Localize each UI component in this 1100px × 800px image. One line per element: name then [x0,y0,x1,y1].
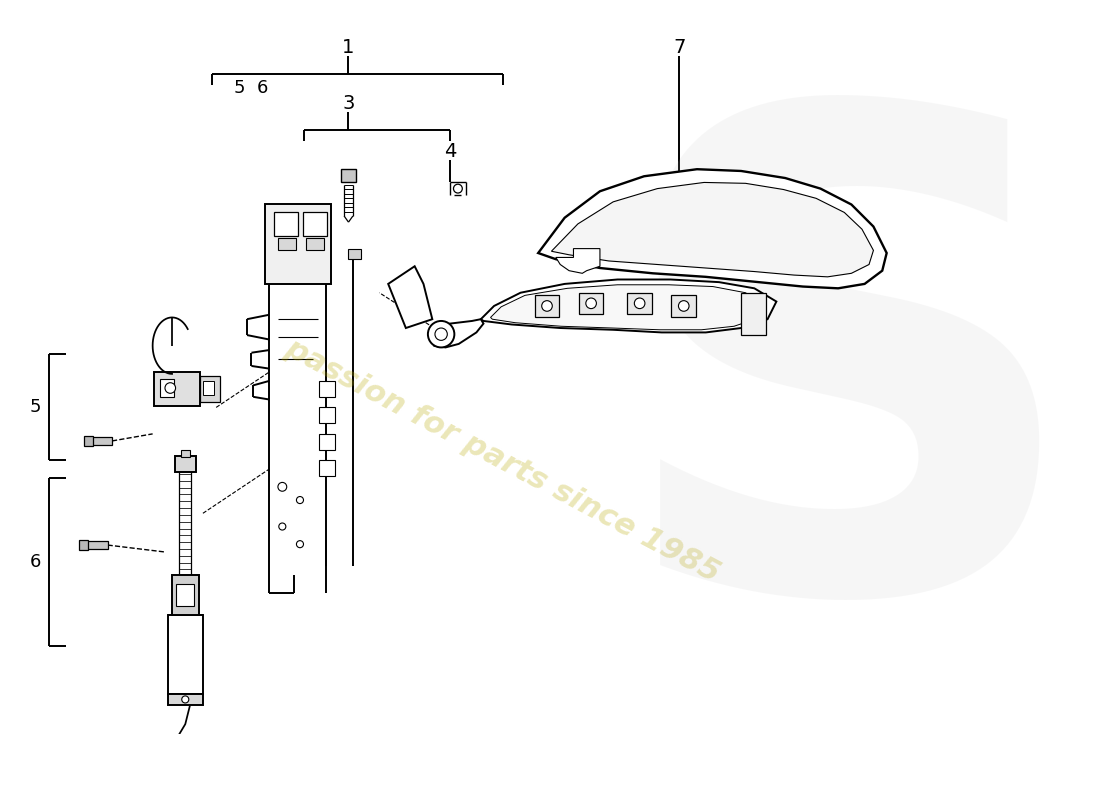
Bar [160,379,174,397]
Bar [306,238,323,250]
Bar [265,205,331,284]
Bar [348,249,361,259]
Text: 6: 6 [30,553,41,571]
Bar [176,584,194,606]
Bar [278,238,296,250]
Text: 7: 7 [673,38,685,57]
Polygon shape [491,285,763,330]
Circle shape [586,298,596,309]
Bar [319,381,336,397]
Bar [180,450,189,457]
Bar [202,381,213,395]
Bar [89,437,112,446]
Circle shape [428,321,454,347]
Bar [741,293,766,335]
Bar [535,295,560,317]
Polygon shape [481,279,777,333]
Text: passion for parts since 1985: passion for parts since 1985 [280,333,725,588]
Bar [341,170,355,182]
Polygon shape [388,266,432,328]
Polygon shape [538,170,887,288]
Circle shape [165,382,176,394]
Bar [84,436,92,446]
Circle shape [278,523,286,530]
Polygon shape [430,319,484,347]
Text: 5  6: 5 6 [234,79,268,97]
Circle shape [296,541,304,548]
Polygon shape [551,182,873,277]
Circle shape [278,482,287,491]
Polygon shape [556,249,600,274]
Bar [627,293,652,314]
Circle shape [182,696,189,703]
Bar [154,372,200,406]
Bar [319,460,336,476]
Circle shape [679,301,689,311]
Text: 4: 4 [443,142,456,161]
Bar [85,541,108,550]
Bar [167,694,202,705]
Bar [671,295,696,317]
Text: 3: 3 [342,94,354,113]
Bar [200,376,220,402]
Bar [319,434,336,450]
Bar [79,540,88,550]
Bar [172,575,198,614]
Text: 1: 1 [342,38,354,57]
Bar [175,456,196,472]
Bar [302,211,328,236]
Bar [319,407,336,423]
Bar [579,293,604,314]
Circle shape [296,497,304,503]
Circle shape [434,328,448,340]
Circle shape [635,298,645,309]
Text: S: S [607,85,1087,730]
Bar [167,614,202,694]
Circle shape [541,301,552,311]
Text: 5: 5 [30,398,41,417]
Bar [274,211,298,236]
Circle shape [453,184,462,193]
